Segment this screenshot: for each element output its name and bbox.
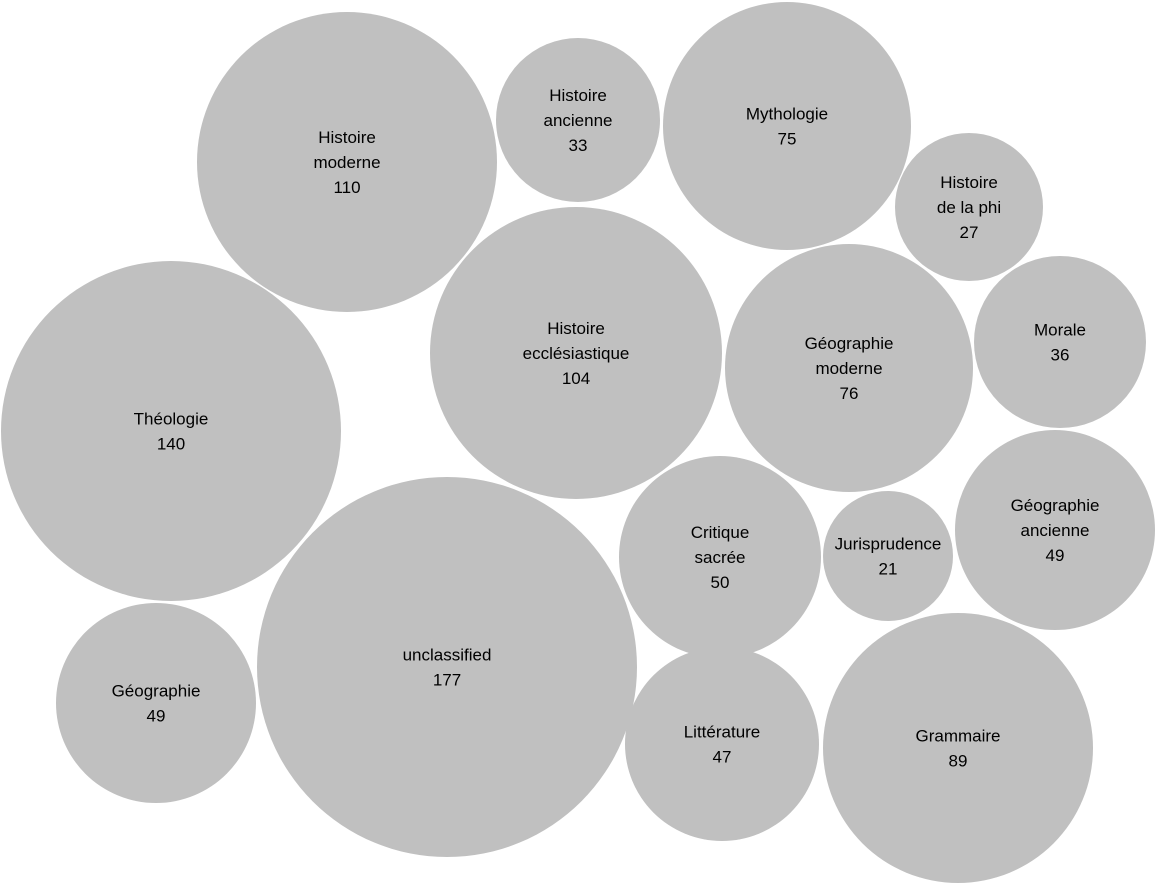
bubble-label-histoire-ecclesiastique: Histoire (547, 319, 605, 338)
bubble-value-histoire-ecclesiastique: 104 (562, 369, 590, 388)
bubble-morale: Morale 36 (974, 256, 1146, 428)
bubble-litterature: Littérature 47 (625, 647, 819, 841)
bubble-histoire-ancienne: Histoire ancienne 33 (496, 38, 660, 202)
bubble-circle-histoire-de-la-phi (895, 133, 1043, 281)
bubble-critique-sacree: Critique sacrée 50 (619, 456, 821, 658)
bubble-value-geographie: 49 (147, 707, 166, 726)
bubble-label-histoire-de-la-phi: Histoire (940, 173, 998, 192)
bubble-circle-mythologie (663, 2, 911, 250)
bubble-circle-unclassified (257, 477, 637, 857)
bubble-value-grammaire: 89 (949, 752, 968, 771)
bubble-value-histoire-moderne: 110 (333, 178, 360, 197)
bubble-circle-histoire-ancienne (496, 38, 660, 202)
bubble-circle-histoire-ecclesiastique (430, 207, 722, 499)
bubble-label-histoire-moderne: Histoire (318, 128, 376, 147)
bubble-label-geographie-moderne: moderne (815, 359, 882, 378)
bubble-geographie-ancienne: Géographie ancienne 49 (955, 430, 1155, 630)
bubble-label-histoire-ancienne: ancienne (543, 111, 612, 130)
bubble-value-critique-sacree: 50 (711, 573, 730, 592)
bubble-value-theologie: 140 (157, 435, 185, 454)
bubble-mythologie: Mythologie 75 (663, 2, 911, 250)
bubble-histoire-moderne: Histoire moderne 110 (197, 12, 497, 312)
bubble-label-jurisprudence: Jurisprudence (835, 535, 942, 554)
bubble-circle-theologie (1, 261, 341, 601)
bubble-grammaire: Grammaire 89 (823, 613, 1093, 883)
bubble-value-geographie-moderne: 76 (840, 384, 859, 403)
bubble-circle-geographie-moderne (725, 244, 973, 492)
bubble-circle-geographie-ancienne (955, 430, 1155, 630)
bubble-unclassified: unclassified 177 (257, 477, 637, 857)
bubble-label-histoire-moderne: moderne (313, 153, 380, 172)
bubble-value-histoire-de-la-phi: 27 (960, 223, 979, 242)
bubble-label-theologie: Théologie (134, 410, 209, 429)
bubble-jurisprudence: Jurisprudence 21 (823, 491, 953, 621)
bubble-label-geographie-ancienne: Géographie (1011, 496, 1100, 515)
bubble-label-morale: Morale (1034, 321, 1086, 340)
bubble-label-geographie: Géographie (112, 682, 201, 701)
bubble-geographie: Géographie 49 (56, 603, 256, 803)
bubble-value-histoire-ancienne: 33 (569, 136, 588, 155)
bubble-circle-grammaire (823, 613, 1093, 883)
bubble-histoire-de-la-phi: Histoire de la phi 27 (895, 133, 1043, 281)
bubble-label-unclassified: unclassified (403, 646, 492, 665)
bubble-circle-critique-sacree (619, 456, 821, 658)
bubble-label-histoire-ancienne: Histoire (549, 86, 607, 105)
bubble-label-histoire-de-la-phi: de la phi (937, 198, 1001, 217)
bubble-theologie: Théologie 140 (1, 261, 341, 601)
bubble-circle-jurisprudence (823, 491, 953, 621)
bubble-circle-histoire-moderne (197, 12, 497, 312)
bubble-circle-geographie (56, 603, 256, 803)
bubble-label-critique-sacree: sacrée (694, 548, 745, 567)
bubble-value-mythologie: 75 (778, 130, 797, 149)
bubble-value-morale: 36 (1051, 346, 1070, 365)
bubble-label-critique-sacree: Critique (691, 523, 750, 542)
bubble-label-grammaire: Grammaire (915, 727, 1000, 746)
bubble-circle-morale (974, 256, 1146, 428)
bubble-label-geographie-moderne: Géographie (805, 334, 894, 353)
bubble-value-geographie-ancienne: 49 (1046, 546, 1065, 565)
bubble-label-geographie-ancienne: ancienne (1020, 521, 1089, 540)
bubble-geographie-moderne: Géographie moderne 76 (725, 244, 973, 492)
bubble-histoire-ecclesiastique: Histoire ecclésiastique 104 (430, 207, 722, 499)
bubble-value-unclassified: 177 (433, 671, 461, 690)
bubble-label-mythologie: Mythologie (746, 105, 828, 124)
bubble-value-litterature: 47 (713, 748, 732, 767)
bubble-label-histoire-ecclesiastique: ecclésiastique (523, 344, 630, 363)
bubble-label-litterature: Littérature (684, 723, 761, 742)
bubble-value-jurisprudence: 21 (879, 560, 898, 579)
bubble-circle-litterature (625, 647, 819, 841)
